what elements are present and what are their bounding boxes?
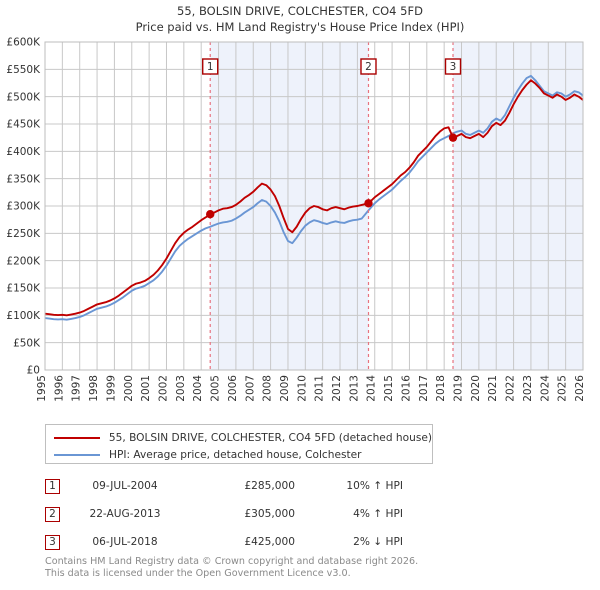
y-tick-label: £0	[27, 365, 40, 377]
sale-point-marker[interactable]	[206, 210, 215, 219]
x-tick-label: 2003	[175, 375, 187, 402]
footer-attribution: Contains HM Land Registry data © Crown c…	[45, 556, 575, 579]
transactions-table: 1 09-JUL-2004 £285,000 10% ↑ HPI 2 22-AU…	[45, 472, 465, 556]
y-tick-label: £350K	[6, 173, 41, 185]
row-date: 09-JUL-2004	[92, 480, 158, 492]
legend-swatch-hpi	[54, 453, 100, 456]
legend-item-price-paid: 55, BOLSIN DRIVE, COLCHESTER, CO4 5FD (d…	[46, 429, 432, 446]
legend-label-price-paid: 55, BOLSIN DRIVE, COLCHESTER, CO4 5FD (d…	[108, 431, 432, 444]
x-tick-label: 2009	[279, 375, 291, 402]
legend-item-hpi: HPI: Average price, detached house, Colc…	[46, 446, 432, 463]
x-tick-label: 2007	[244, 375, 256, 402]
event-number-label: 3	[450, 61, 457, 73]
event-number-label: 1	[207, 61, 214, 73]
event-number-box	[444, 58, 462, 75]
series-line	[45, 79, 583, 317]
row-date: 06-JUL-2018	[92, 536, 158, 548]
row-price: £285,000	[244, 480, 295, 492]
sale-point-marker[interactable]	[364, 199, 373, 208]
x-tick-label: 2015	[383, 375, 395, 402]
chart-title-line1: 55, BOLSIN DRIVE, COLCHESTER, CO4 5FD	[177, 4, 423, 18]
sale-point-marker[interactable]	[448, 133, 458, 142]
x-tick-label: 2014	[366, 375, 378, 402]
x-tick-label: 2019	[453, 375, 465, 402]
x-tick-label: 2006	[227, 375, 239, 402]
legend-swatch-price-paid	[54, 436, 100, 439]
table-row: 1 09-JUL-2004 £285,000 10% ↑ HPI	[45, 472, 465, 500]
x-tick-label: 2023	[522, 375, 534, 402]
chart-title-line2: Price paid vs. HM Land Registry's House …	[136, 20, 465, 34]
x-tick-label: 2022	[505, 375, 517, 402]
x-tick-label: 2004	[192, 375, 204, 402]
y-tick-label: £600K	[6, 37, 41, 49]
x-tick-label: 2016	[400, 375, 412, 402]
y-axis-ticks: £0 £50K £100K £150K £200K £250K £300K £350K £400…	[6, 37, 41, 377]
x-tick-label: 2026	[574, 375, 586, 402]
series-lines	[45, 74, 583, 321]
x-tick-label: 1998	[88, 375, 100, 402]
plot-frame	[44, 41, 584, 371]
x-tick-label: 2020	[470, 375, 482, 402]
footer-line-2: This data is licensed under the Open Gov…	[45, 567, 351, 579]
row-hpi-delta: 10% ↑ HPI	[346, 480, 403, 492]
y-tick-label: £200K	[6, 255, 41, 267]
x-tick-label: 2002	[157, 375, 169, 402]
x-tick-label: 2017	[418, 375, 430, 402]
row-date: 22-AUG-2013	[89, 508, 161, 520]
x-tick-label: 2012	[331, 375, 343, 402]
row-index-badge: 1	[45, 478, 60, 494]
row-price: £425,000	[244, 536, 295, 548]
y-tick-label: £50K	[13, 337, 41, 349]
table-row: 3 06-JUL-2018 £425,000 2% ↓ HPI	[45, 528, 465, 556]
y-tick-label: £500K	[6, 91, 41, 103]
y-tick-label: £100K	[6, 310, 41, 322]
row-index-badge: 3	[45, 534, 60, 550]
series-line	[45, 74, 583, 321]
row-price: £305,000	[244, 508, 295, 520]
sale-markers	[206, 133, 458, 219]
x-tick-label: 2000	[123, 375, 135, 402]
row-hpi-delta: 2% ↓ HPI	[353, 536, 403, 548]
y-tick-label: £550K	[6, 64, 41, 76]
y-tick-label: £150K	[6, 283, 41, 295]
x-tick-label: 2021	[487, 375, 499, 402]
x-tick-label: 1997	[71, 375, 83, 402]
row-hpi-delta: 4% ↑ HPI	[353, 508, 403, 520]
x-tick-label: 1995	[36, 375, 48, 402]
x-tick-label: 2005	[210, 375, 222, 402]
footer-line-1: Contains HM Land Registry data © Crown c…	[45, 556, 419, 567]
x-tick-label: 2010	[296, 375, 308, 402]
x-tick-label: 2024	[539, 375, 551, 402]
x-tick-label: 2025	[557, 375, 569, 402]
legend-label-hpi: HPI: Average price, detached house, Colc…	[109, 448, 362, 461]
x-tick-label: 2001	[140, 375, 152, 402]
x-tick-label: 1996	[53, 375, 65, 402]
table-row: 2 22-AUG-2013 £305,000 4% ↑ HPI	[45, 500, 465, 528]
event-number-box	[360, 58, 377, 75]
y-tick-label: £450K	[6, 119, 41, 131]
y-tick-label: £250K	[6, 228, 41, 240]
x-tick-label: 2008	[262, 375, 274, 402]
event-number-box	[202, 58, 219, 75]
x-tick-label: 2011	[314, 375, 326, 402]
row-index-badge: 2	[45, 506, 60, 522]
chart-legend: 55, BOLSIN DRIVE, COLCHESTER, CO4 5FD (d…	[45, 424, 433, 464]
y-tick-label: £400K	[6, 146, 41, 158]
x-tick-label: 2013	[348, 375, 360, 402]
x-tick-label: 1999	[105, 375, 117, 402]
event-number-label: 2	[365, 61, 372, 73]
y-tick-label: £300K	[6, 201, 41, 213]
x-axis-ticks: 1995 1996 1997 1998 1999 2000 2001 2002 2003 2004…	[36, 375, 586, 402]
event-number-boxes: 1 2 3	[202, 58, 462, 75]
x-tick-label: 2018	[435, 375, 447, 402]
